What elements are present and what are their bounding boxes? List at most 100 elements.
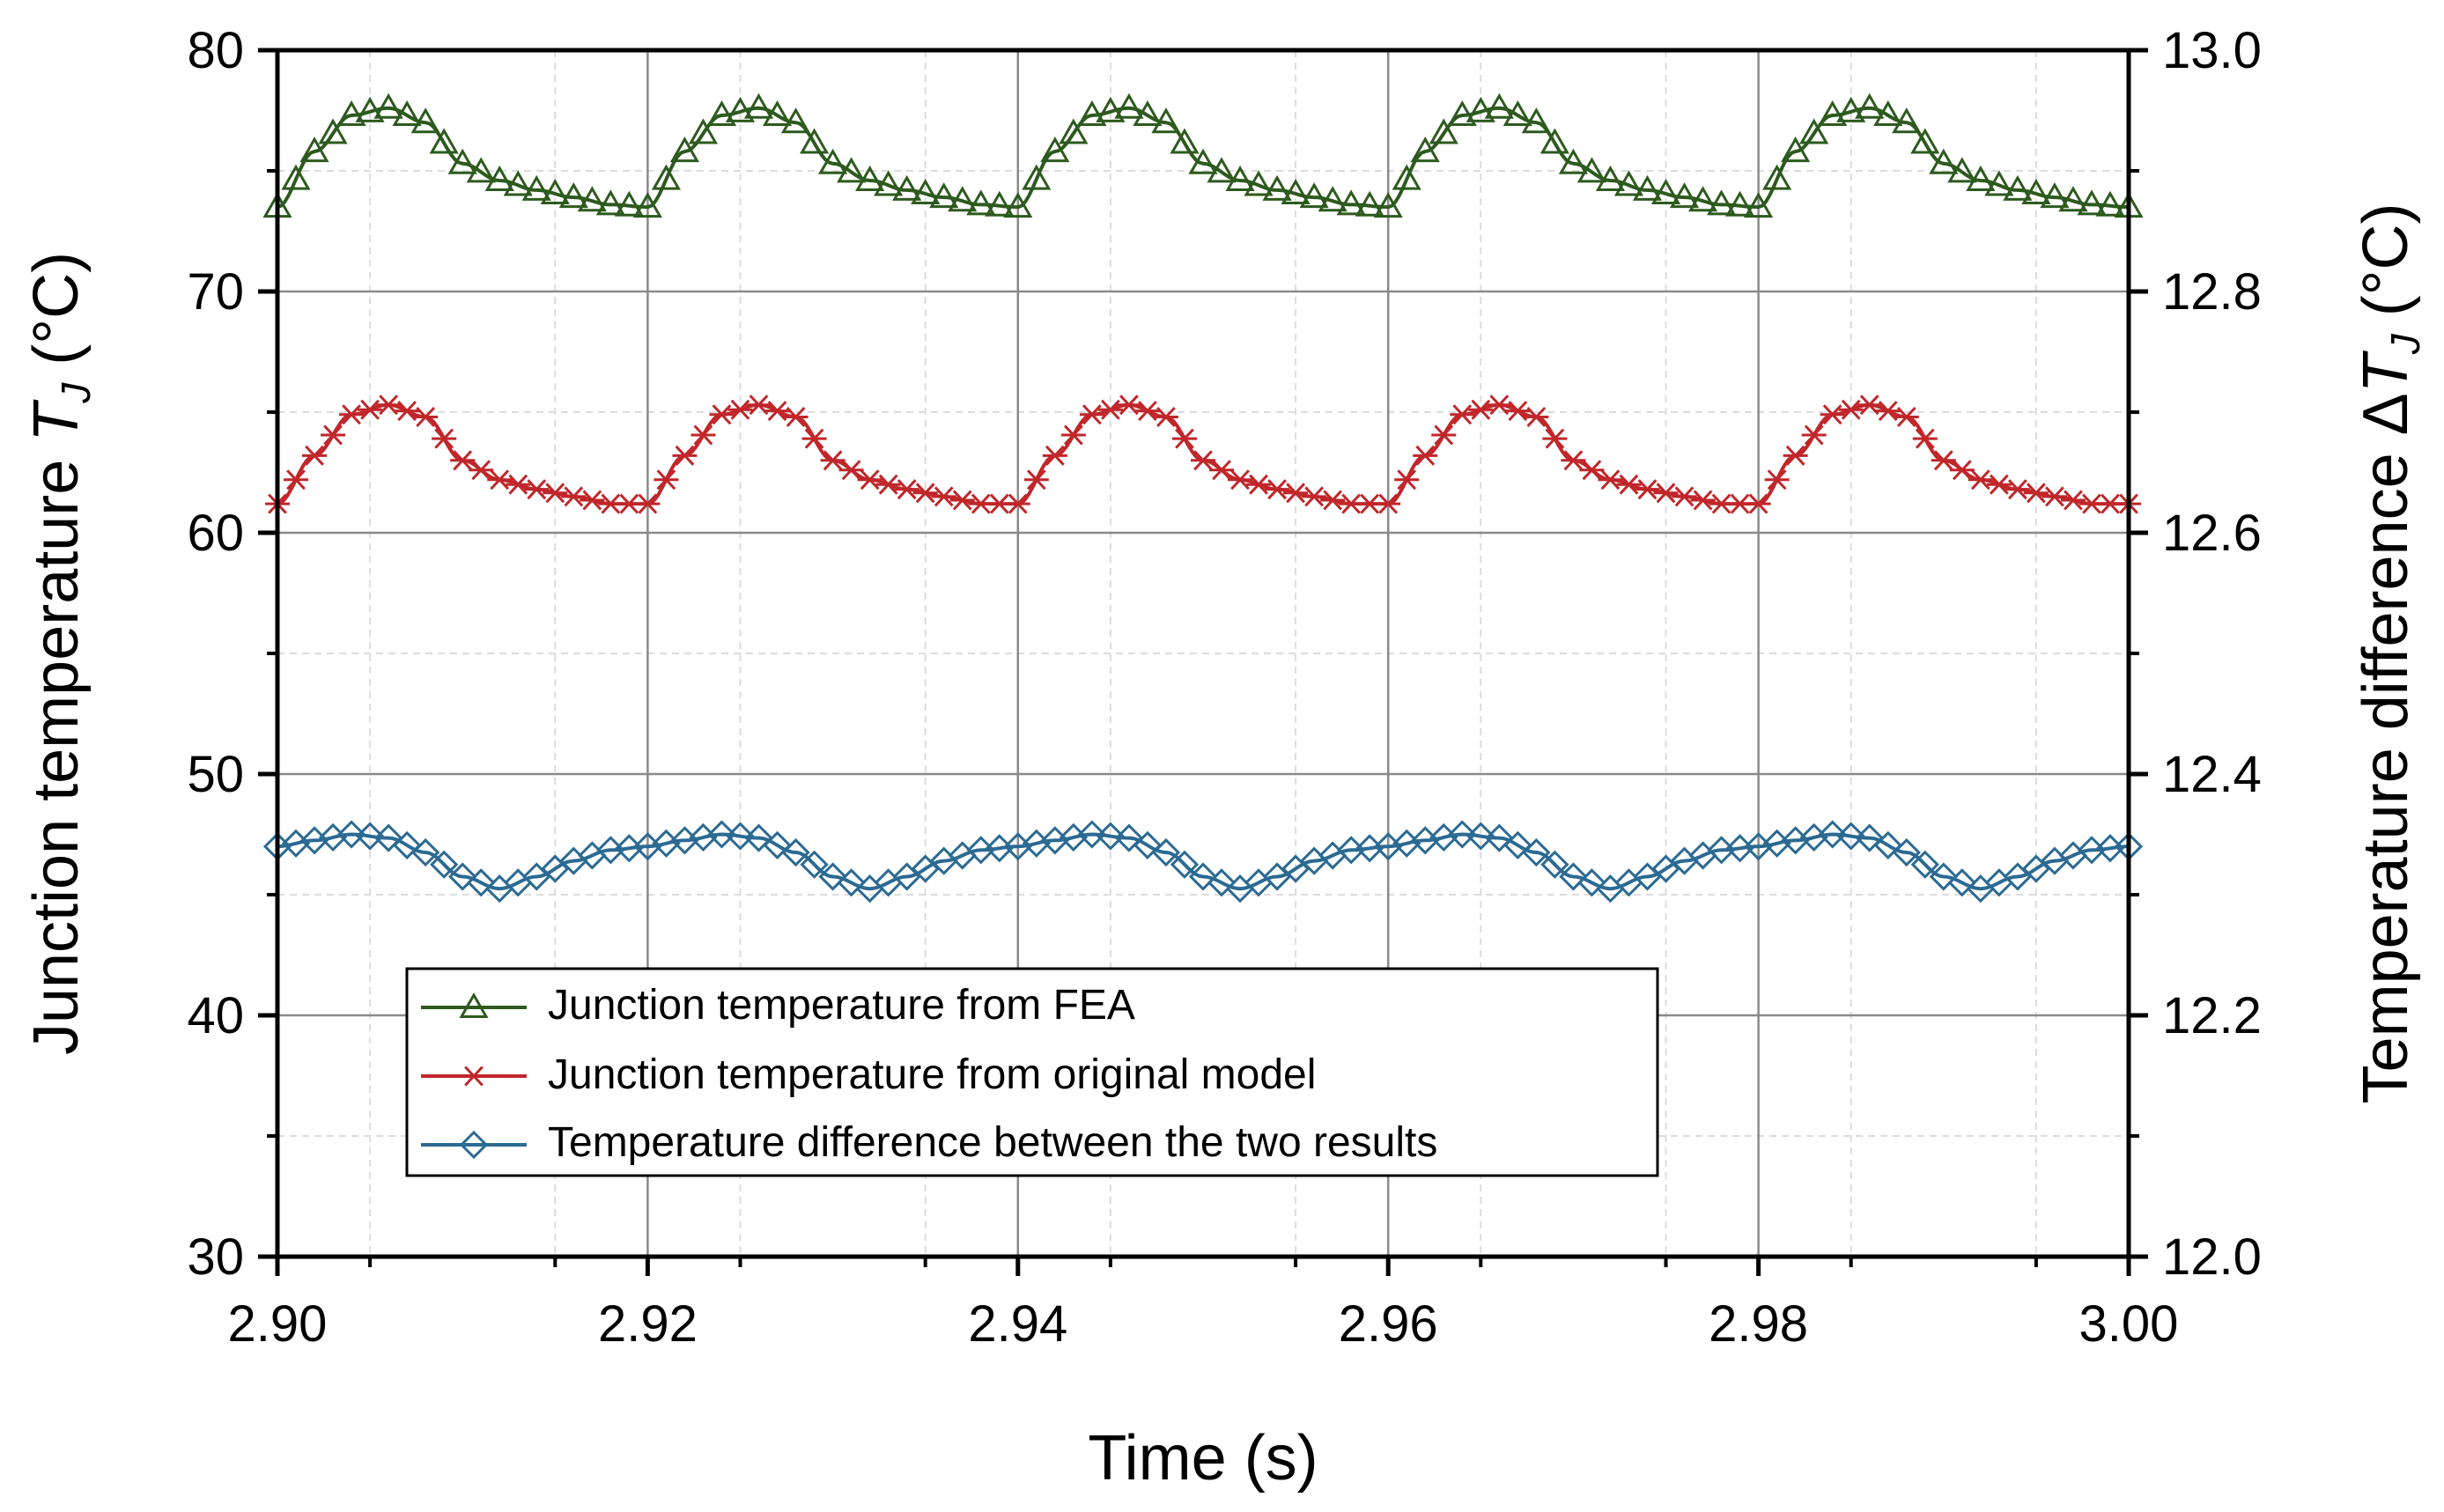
- series-marker-fea: [1799, 118, 1829, 144]
- series-marker-original: [1005, 493, 1030, 514]
- series-marker-difference: [1540, 850, 1569, 879]
- series-marker-original: [1153, 406, 1178, 428]
- y-left-tick-label: 50: [187, 746, 244, 803]
- series-marker-fea: [1299, 182, 1329, 209]
- y-left-title-var: T: [21, 399, 92, 442]
- series-marker-original: [1431, 424, 1457, 446]
- series-marker-original: [1097, 399, 1123, 420]
- series-marker-fea: [2095, 190, 2125, 217]
- series-marker-difference: [1836, 822, 1865, 851]
- series-marker-original: [1450, 404, 1475, 425]
- series-marker-difference: [1170, 850, 1200, 879]
- series-marker-fea: [1613, 170, 1644, 196]
- series-marker-fea: [2021, 179, 2051, 205]
- series-marker-original: [1949, 460, 1975, 481]
- series-marker-fea: [1392, 164, 1421, 190]
- series-marker-fea: [1706, 189, 1737, 216]
- series-marker-difference: [1503, 830, 1532, 859]
- series-marker-fea: [855, 165, 885, 191]
- series-marker-fea: [725, 96, 756, 122]
- series-marker-fea: [1503, 100, 1532, 126]
- series-marker-fea: [1244, 170, 1274, 196]
- series-marker-difference: [781, 837, 810, 867]
- series-marker-fea: [911, 179, 941, 205]
- series-marker-fea: [1966, 165, 1996, 191]
- y-left-title-text: Junction temperature: [21, 442, 92, 1055]
- series-marker-original: [432, 428, 457, 449]
- series-marker-fea: [484, 165, 514, 191]
- series-marker-fea: [1650, 179, 1681, 205]
- legend-label-original: Junction temperature from original model: [548, 1051, 1316, 1098]
- series-marker-difference: [373, 823, 403, 852]
- series-marker-original: [1912, 428, 1938, 449]
- series-marker-difference: [1485, 823, 1514, 852]
- series-marker-fea: [1059, 118, 1089, 144]
- series-marker-original: [1635, 479, 1660, 500]
- x-tick-label: 2.92: [598, 1295, 698, 1353]
- series-marker-original: [709, 404, 735, 425]
- series-marker-original: [875, 474, 901, 495]
- series-marker-original: [1246, 474, 1272, 495]
- series-marker-original: [339, 404, 365, 425]
- series-marker-original: [1524, 406, 1549, 428]
- series-marker-difference: [800, 850, 829, 879]
- series-marker-fea: [1558, 148, 1588, 174]
- series-marker-difference: [1133, 830, 1163, 859]
- series-marker-difference: [1207, 868, 1237, 897]
- series-marker-fea: [1910, 128, 1940, 154]
- y-axis-left-title: Junction temperature TJ (°C): [21, 252, 99, 1055]
- series-marker-fea: [799, 128, 830, 154]
- series-marker-original: [1931, 450, 1956, 471]
- series-marker-original: [1265, 479, 1290, 500]
- series-marker-original: [543, 483, 568, 504]
- series-marker-original: [690, 424, 716, 446]
- series-marker-fea: [299, 136, 329, 163]
- series-marker-difference: [355, 822, 385, 851]
- series-marker-original: [1838, 399, 1864, 420]
- series-marker-difference: [1077, 820, 1107, 849]
- series-marker-original: [1690, 490, 1716, 511]
- series-marker-fea: [281, 164, 311, 190]
- series-marker-original: [2005, 479, 2030, 500]
- series-marker-fea: [466, 157, 496, 183]
- series-marker-original: [1209, 460, 1235, 481]
- series-marker-fea: [558, 182, 588, 209]
- series-marker-original: [2023, 483, 2049, 504]
- series-marker-fea: [948, 186, 978, 212]
- series-marker-fea: [1410, 136, 1440, 163]
- series-marker-difference: [763, 830, 792, 859]
- series-marker-fea: [1466, 96, 1495, 122]
- series-marker-difference: [411, 837, 440, 867]
- y-left-tick-label: 60: [187, 505, 244, 562]
- legend-marker-fea: [459, 992, 489, 1018]
- series-marker-original: [302, 445, 328, 466]
- series-marker-fea: [2040, 182, 2070, 209]
- series-marker-fea: [1022, 164, 1052, 190]
- x-tick-label: 2.90: [228, 1295, 328, 1353]
- series-layer: [262, 92, 2144, 904]
- series-marker-fea: [1318, 186, 1348, 212]
- series-marker-original: [838, 460, 864, 481]
- series-marker-fea: [818, 148, 848, 174]
- series-marker-original: [2042, 486, 2067, 507]
- series-marker-fea: [1281, 179, 1311, 205]
- series-marker-fea: [651, 164, 682, 190]
- series-marker-difference: [1151, 837, 1181, 867]
- series-marker-original: [284, 469, 309, 490]
- y-right-title-unit: (°C): [2351, 203, 2421, 335]
- series-marker-original: [1171, 428, 1197, 449]
- series-marker-difference: [1188, 862, 1218, 891]
- y-right-tick-label: 13.0: [2162, 22, 2262, 79]
- y-left-tick-label: 30: [187, 1228, 244, 1286]
- series-marker-original: [764, 401, 790, 422]
- y-right-tick-label: 12.0: [2162, 1228, 2262, 1286]
- legend-label-fea: Junction temperature from FEA: [548, 982, 1135, 1029]
- series-marker-original: [1542, 428, 1568, 449]
- y-left-title-sub: J: [53, 382, 99, 404]
- series-marker-fea: [632, 192, 662, 218]
- series-marker-fea: [743, 92, 774, 119]
- series-marker-original: [1023, 469, 1049, 490]
- series-marker-original: [1302, 486, 1327, 507]
- series-marker-original: [1079, 404, 1104, 425]
- series-fea: [262, 92, 2144, 218]
